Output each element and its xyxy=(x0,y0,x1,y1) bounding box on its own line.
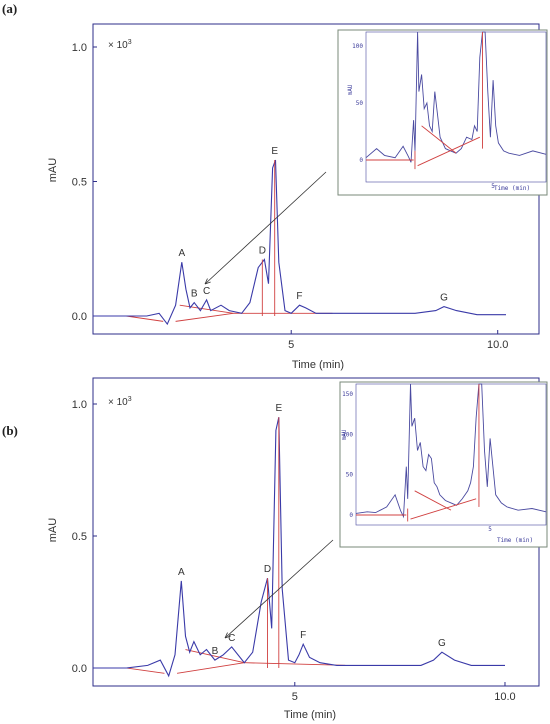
peak-label-D: D xyxy=(264,564,271,575)
inset-arrow xyxy=(224,539,334,639)
chart-panel-1: (b) × 103 0.0 0.5 1.0 5 10.0 Time (min) mAU A BC D E… xyxy=(2,377,548,721)
inset-y-tick-label: 100 xyxy=(342,431,353,438)
peak-label-F: F xyxy=(300,630,306,641)
baseline-segment xyxy=(125,315,164,322)
multiplier-label: × 103 xyxy=(108,396,132,408)
y-tick-label: 0.0 xyxy=(72,311,87,323)
peak-label-E: E xyxy=(271,146,278,157)
baseline-segment xyxy=(179,304,234,314)
inset-baseline xyxy=(410,498,477,520)
inset-y-tick-label: 0 xyxy=(349,512,353,519)
multiplier-exponent: 3 xyxy=(128,396,132,403)
x-tick-label: 10.0 xyxy=(487,339,508,351)
inset-x-axis-label: Time (min) xyxy=(494,185,530,192)
inset-x-axis-label: Time (min) xyxy=(497,537,533,544)
inset-series-line xyxy=(365,31,547,163)
inset-outer-frame xyxy=(339,381,548,548)
peak-label-D: D xyxy=(259,246,266,257)
y-tick-label: 0.0 xyxy=(72,663,87,675)
inset-x-tick-label: 5 xyxy=(491,183,495,190)
x-tick-label: 5 xyxy=(288,339,294,351)
inset-x-tick-label: 5 xyxy=(488,526,492,533)
x-axis-label: Time (min) xyxy=(292,359,344,371)
peak-label-B: B xyxy=(212,646,219,657)
inset-y-tick-label: 150 xyxy=(342,391,353,398)
inset-y-tick-label: 50 xyxy=(356,100,364,107)
peak-label-F: F xyxy=(296,291,302,302)
x-axis-label: Time (min) xyxy=(284,709,336,721)
y-tick-label: 1.0 xyxy=(72,42,87,54)
peak-label-B: B xyxy=(191,289,198,300)
inset-plot-frame xyxy=(355,383,547,526)
inset-series-line xyxy=(355,383,547,519)
y-tick-label: 1.0 xyxy=(72,399,87,411)
inset-panel: 0 50 100 150 5 Time (min) mAU xyxy=(339,381,548,548)
y-tick-label: 0.5 xyxy=(72,531,87,543)
multiplier-exponent: 3 xyxy=(128,39,132,46)
peak-label-A: A xyxy=(178,248,185,259)
peak-label-C: C xyxy=(203,286,210,297)
panel-label: (a) xyxy=(2,1,17,16)
inset-y-axis-label: mAU xyxy=(341,429,348,440)
baseline-segment xyxy=(175,312,234,322)
peak-label-G: G xyxy=(438,638,446,649)
inset-panel: 0 50 100 5 Time (min) mAU xyxy=(337,29,548,196)
baseline-segment xyxy=(244,662,346,666)
peak-label-G: G xyxy=(440,293,448,304)
inset-baseline xyxy=(417,136,481,167)
y-axis-label: mAU xyxy=(47,158,59,183)
inset-y-tick-label: 0 xyxy=(359,157,363,164)
multiplier-label: × 103 xyxy=(108,39,132,51)
series-line-0 xyxy=(93,417,505,678)
chart-panel-0: (a) × 103 0.0 0.5 1.0 5 10.0 Time (min) mAU A B C D E… xyxy=(2,1,548,371)
peak-label-E: E xyxy=(275,403,282,414)
inset-arrow xyxy=(204,171,327,285)
x-tick-label: 5 xyxy=(292,691,298,703)
inset-y-tick-label: 100 xyxy=(352,43,363,50)
inset-arrow-head xyxy=(224,632,231,639)
inset-y-tick-label: 50 xyxy=(346,472,354,479)
baseline-segment xyxy=(185,649,245,664)
panel-label: (b) xyxy=(2,423,18,438)
y-axis-label: mAU xyxy=(47,518,59,543)
inset-outer-frame xyxy=(337,29,548,196)
inset-plot-frame xyxy=(365,31,547,183)
series-line-0 xyxy=(93,159,506,326)
inset-baseline xyxy=(414,490,452,511)
peak-label-C: C xyxy=(228,633,235,644)
baseline-segment xyxy=(177,662,245,674)
baseline-segment xyxy=(126,667,165,674)
inset-arrow-head xyxy=(204,278,211,285)
x-tick-label: 10.0 xyxy=(494,691,515,703)
y-tick-label: 0.5 xyxy=(72,177,87,189)
peak-label-A: A xyxy=(178,567,185,578)
inset-y-axis-label: mAU xyxy=(347,84,354,95)
inset-baseline xyxy=(421,125,457,154)
